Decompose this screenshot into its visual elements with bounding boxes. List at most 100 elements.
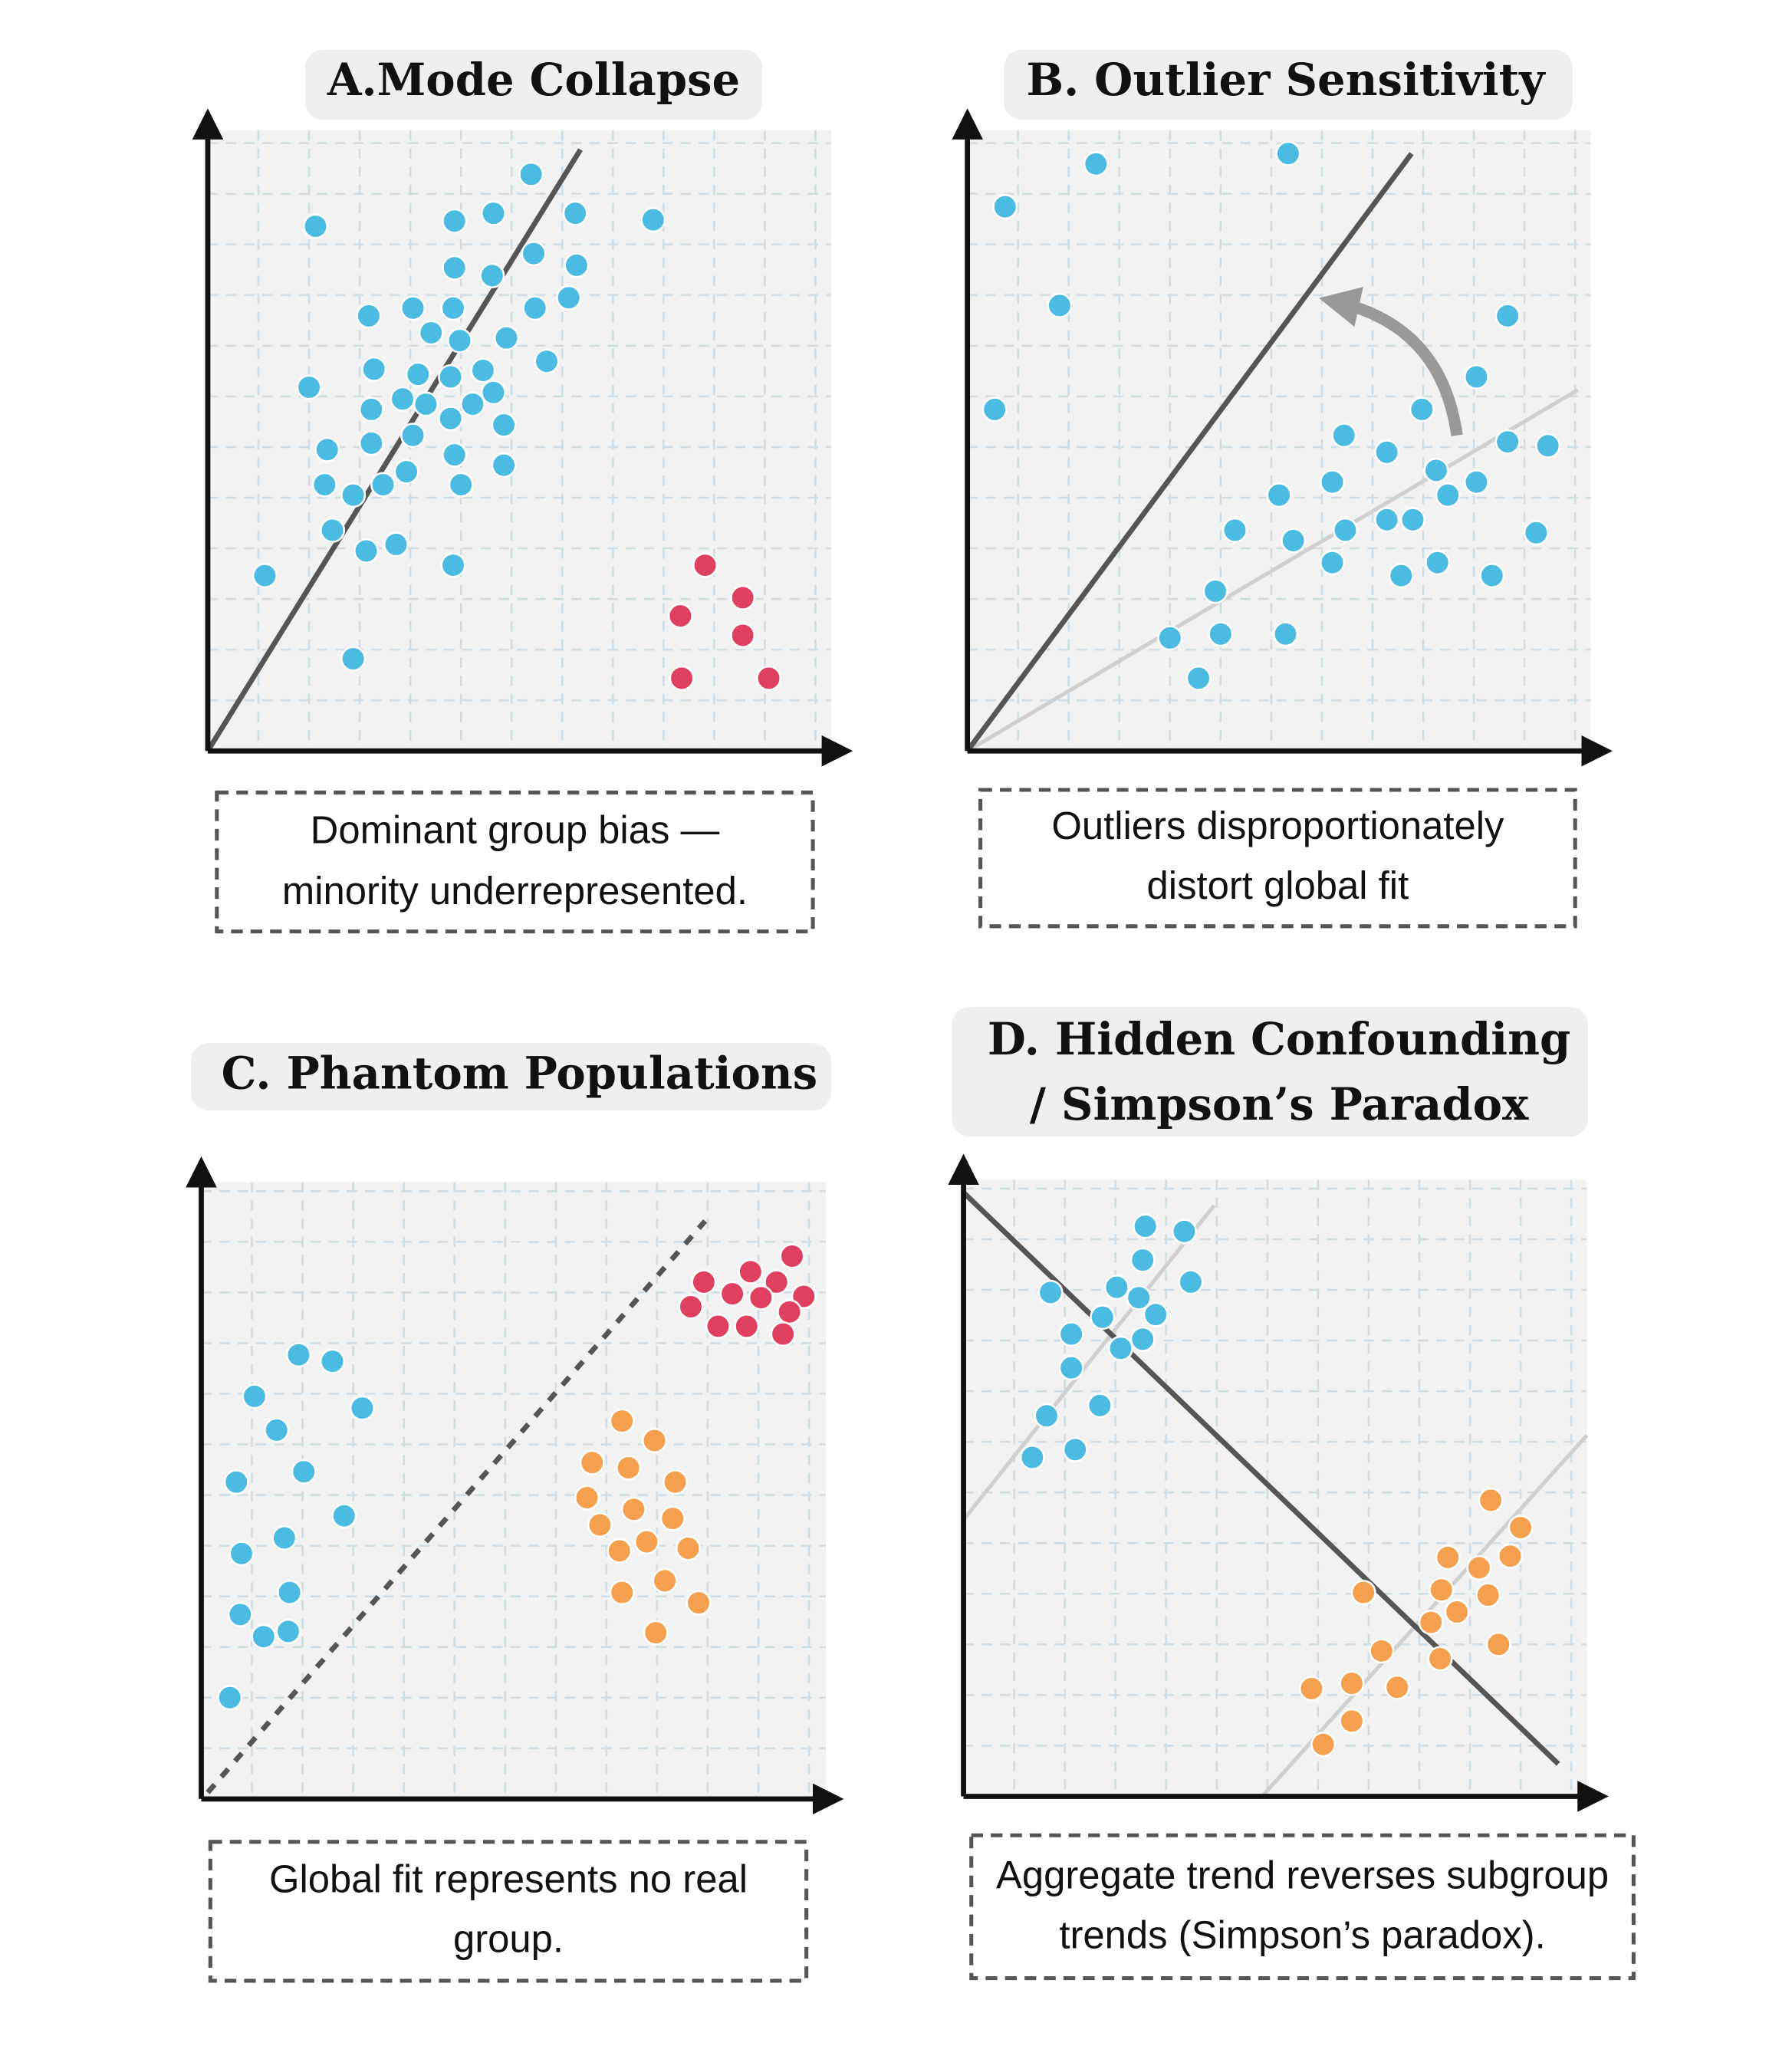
point bbox=[413, 391, 439, 417]
point bbox=[1425, 550, 1451, 576]
point bbox=[1185, 665, 1212, 691]
point bbox=[400, 423, 426, 449]
point bbox=[459, 391, 485, 417]
point bbox=[438, 363, 464, 390]
point bbox=[1058, 1321, 1084, 1347]
point bbox=[777, 1299, 803, 1325]
point bbox=[442, 208, 468, 234]
point bbox=[1273, 621, 1299, 647]
point bbox=[229, 1541, 255, 1567]
panel: A.Mode Collapse Dominant group bias — mino… bbox=[192, 49, 853, 934]
point bbox=[285, 1342, 312, 1368]
point bbox=[303, 213, 329, 239]
point bbox=[1463, 363, 1489, 390]
point bbox=[518, 161, 544, 187]
point bbox=[223, 1469, 249, 1495]
point bbox=[1266, 482, 1292, 508]
point bbox=[493, 325, 519, 351]
point bbox=[370, 472, 396, 498]
point bbox=[1083, 151, 1109, 177]
point bbox=[291, 1459, 317, 1485]
point bbox=[620, 1496, 646, 1522]
point bbox=[446, 327, 473, 354]
point bbox=[275, 1618, 301, 1644]
point bbox=[1494, 303, 1521, 329]
point bbox=[1523, 520, 1549, 546]
point bbox=[311, 472, 337, 498]
point bbox=[564, 252, 590, 278]
point bbox=[1435, 1544, 1461, 1571]
title-box bbox=[304, 49, 763, 120]
point bbox=[1369, 1638, 1395, 1664]
point bbox=[440, 295, 466, 321]
point bbox=[676, 1535, 702, 1561]
title-box bbox=[190, 1043, 831, 1111]
point bbox=[522, 295, 548, 321]
point bbox=[393, 459, 419, 485]
caption: minority underrepresented. bbox=[282, 869, 748, 913]
caption: Dominant group bias — bbox=[311, 808, 720, 851]
point bbox=[1171, 1219, 1197, 1245]
point bbox=[277, 1580, 303, 1606]
point bbox=[1466, 1554, 1492, 1581]
point bbox=[1090, 1304, 1116, 1331]
panel: D. Hidden Confounding / Simpson’s Paradox… bbox=[948, 1006, 1636, 1981]
point bbox=[1129, 1247, 1156, 1273]
point bbox=[340, 646, 367, 672]
point bbox=[481, 380, 507, 406]
point bbox=[609, 1408, 635, 1434]
point bbox=[633, 1529, 659, 1555]
point bbox=[1047, 292, 1073, 318]
point bbox=[1485, 1631, 1511, 1657]
panel-title: A.Mode Collapse bbox=[327, 54, 740, 106]
caption-box bbox=[208, 1840, 809, 1983]
point bbox=[1429, 1577, 1455, 1603]
point bbox=[1087, 1393, 1113, 1419]
point bbox=[652, 1567, 678, 1594]
point bbox=[217, 1685, 243, 1711]
point bbox=[663, 1469, 689, 1495]
point bbox=[320, 1348, 346, 1374]
point bbox=[1475, 1582, 1501, 1608]
point bbox=[1535, 433, 1561, 459]
point bbox=[1222, 517, 1248, 543]
point bbox=[992, 194, 1018, 220]
point bbox=[659, 1505, 686, 1531]
caption-box bbox=[215, 790, 815, 934]
point bbox=[356, 303, 382, 329]
fit-line bbox=[962, 1190, 1560, 1766]
point bbox=[1494, 429, 1521, 455]
point bbox=[1384, 1674, 1410, 1700]
point bbox=[642, 1427, 668, 1453]
point bbox=[1374, 439, 1400, 465]
point bbox=[1034, 1403, 1060, 1429]
point bbox=[1444, 1599, 1470, 1625]
point bbox=[705, 1313, 732, 1339]
point bbox=[271, 1525, 298, 1551]
point bbox=[756, 665, 782, 691]
point bbox=[1332, 517, 1358, 543]
point bbox=[1281, 528, 1307, 554]
panel: B. Outlier Sensitivity Outliers dispropor… bbox=[952, 49, 1613, 929]
point bbox=[764, 1269, 790, 1295]
point bbox=[296, 374, 322, 400]
point bbox=[1409, 396, 1435, 423]
point bbox=[1508, 1515, 1534, 1541]
fit-line bbox=[966, 388, 1579, 753]
point bbox=[556, 285, 582, 311]
point bbox=[1423, 457, 1449, 483]
point bbox=[1143, 1301, 1169, 1327]
point bbox=[1339, 1708, 1365, 1734]
point bbox=[667, 603, 693, 629]
point bbox=[1374, 507, 1400, 533]
point bbox=[738, 1258, 764, 1285]
point bbox=[440, 552, 466, 578]
point bbox=[358, 430, 384, 456]
point bbox=[340, 482, 367, 508]
point bbox=[1129, 1326, 1156, 1352]
point bbox=[643, 1620, 669, 1646]
point bbox=[981, 396, 1008, 423]
point bbox=[470, 357, 496, 383]
caption: distort global fit bbox=[1147, 863, 1409, 907]
fit-line bbox=[206, 148, 583, 753]
